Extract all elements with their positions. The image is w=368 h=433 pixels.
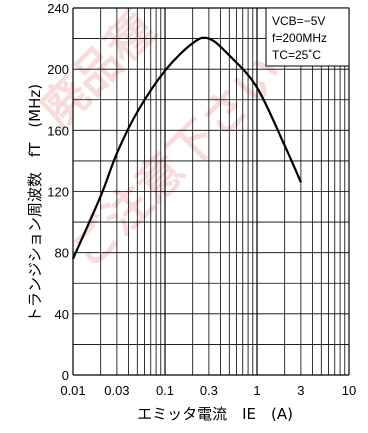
y-tick-label: 0 <box>62 368 69 383</box>
y-tick-label: 40 <box>55 307 69 322</box>
y-tick-label: 160 <box>47 123 69 138</box>
conditions-box <box>265 7 350 67</box>
grid <box>72 7 350 376</box>
x-tick-label: 0.3 <box>200 383 218 398</box>
x-axis-label: エミッタ電流 IE (A) <box>137 405 293 423</box>
condition-text: f=200MHz <box>272 31 327 45</box>
series-line <box>71 36 302 260</box>
x-tick-label: 1 <box>253 383 260 398</box>
condition-text: TC=25˚C <box>272 48 321 62</box>
conditions: VCB=−5V f=200MHz TC=25˚C <box>272 14 327 62</box>
y-tick-label: 120 <box>47 185 69 200</box>
x-tick-label: 0.03 <box>104 383 129 398</box>
x-tick-label: 0.1 <box>156 383 174 398</box>
x-tick-label: 3 <box>297 383 304 398</box>
x-tick-label: 0.01 <box>60 383 85 398</box>
condition-text: VCB=−5V <box>272 14 325 28</box>
y-tick-label: 200 <box>47 62 69 77</box>
series-group <box>71 36 302 260</box>
y-axis-label: トランジション周波数 fT (MHz) <box>26 84 44 322</box>
y-tick-label: 80 <box>55 246 69 261</box>
tick-labels: 0.01 0.03 0.1 0.3 1 3 10 0 40 80 120 160 200 240 <box>47 1 356 398</box>
x-tick-label: 10 <box>342 383 356 398</box>
y-tick-label: 240 <box>47 1 69 16</box>
